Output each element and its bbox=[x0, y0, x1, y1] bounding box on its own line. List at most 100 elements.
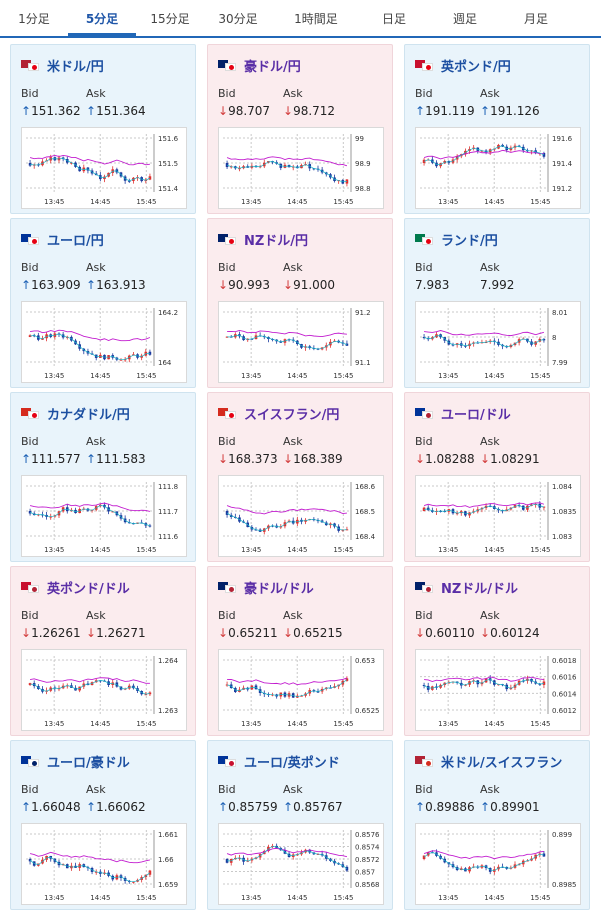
price-chart[interactable]: 151.6 151.5 151.4 13:45 14:45 15:45 bbox=[21, 127, 187, 209]
card-title[interactable]: NZドル/円 bbox=[218, 231, 309, 249]
card-title[interactable]: 米ドル/円 bbox=[21, 57, 104, 75]
pair-name[interactable]: 米ドル/スイスフラン bbox=[441, 755, 563, 771]
candle-body bbox=[148, 692, 152, 695]
trend-arrow-icon: ↓ bbox=[21, 626, 32, 640]
pair-name[interactable]: 英ポンド/ドル bbox=[47, 581, 130, 597]
rate-card[interactable]: 英ポンド/円 Bid Ask ↑191.119 ↑191.126 191.6 19… bbox=[404, 44, 590, 214]
y-tick-label: 191.2 bbox=[552, 185, 572, 193]
price-chart[interactable]: 8.01 8 7.99 13:45 14:45 15:45 bbox=[415, 301, 581, 383]
tab-5[interactable]: 日足 bbox=[381, 12, 406, 26]
y-tick-label: 0.6014 bbox=[552, 690, 577, 698]
pair-name[interactable]: 豪ドル/ドル bbox=[244, 581, 314, 597]
rate-card[interactable]: ユーロ/ドル Bid Ask ↓1.08288 ↓1.08291 1.084 1.… bbox=[404, 392, 590, 562]
rate-card[interactable]: 米ドル/円 Bid Ask ↑151.362 ↑151.364 151.6 151… bbox=[10, 44, 196, 214]
rate-card[interactable]: 豪ドル/ドル Bid Ask ↓0.65211 ↓0.65215 0.653 0.… bbox=[207, 566, 393, 736]
tab-0[interactable]: 1分足 bbox=[18, 12, 50, 26]
price-chart[interactable]: 0.899 0.8985 13:45 14:45 15:45 bbox=[415, 823, 581, 905]
y-tick-label: 1.264 bbox=[158, 657, 179, 665]
pair-name[interactable]: 豪ドル/円 bbox=[244, 59, 301, 75]
card-title[interactable]: 英ポンド/円 bbox=[415, 57, 511, 75]
tab-6[interactable]: 週足 bbox=[452, 12, 477, 26]
tab-1[interactable]: 5分足 bbox=[68, 0, 136, 36]
pair-name[interactable]: ユーロ/英ポンド bbox=[244, 755, 340, 771]
trend-arrow-icon: ↓ bbox=[415, 626, 426, 640]
rate-card[interactable]: ランド/円 Bid Ask 7.983 7.992 8.01 8 7.99 13:45… bbox=[404, 218, 590, 388]
price-chart[interactable]: 1.661 1.66 1.659 13:45 14:45 15:45 bbox=[21, 823, 187, 905]
price-chart[interactable]: 111.8 111.7 111.6 13:45 14:45 15:45 bbox=[21, 475, 187, 557]
moving-average-line bbox=[227, 330, 347, 338]
price-chart[interactable]: 99 98.9 98.8 13:45 14:45 15:45 bbox=[218, 127, 384, 209]
price-chart[interactable]: 0.6018 0.6016 0.6014 0.6012 13:45 14:45 15:45 bbox=[415, 649, 581, 731]
pair-name[interactable]: カナダドル/円 bbox=[47, 407, 130, 423]
rate-card[interactable]: 英ポンド/ドル Bid Ask ↓1.26261 ↓1.26271 1.264 1… bbox=[10, 566, 196, 736]
pair-name[interactable]: ユーロ/豪ドル bbox=[47, 755, 130, 771]
price-chart[interactable]: 91.2 91.1 13:45 14:45 15:45 bbox=[218, 301, 384, 383]
bid-label: Bid bbox=[415, 87, 433, 100]
trend-arrow-icon: ↓ bbox=[480, 452, 491, 466]
rate-card[interactable]: NZドル/円 Bid Ask ↓90.993 ↓91.000 91.2 91.1 1… bbox=[207, 218, 393, 388]
pair-name[interactable]: NZドル/ドル bbox=[441, 581, 519, 597]
card-title[interactable]: ユーロ/豪ドル bbox=[21, 753, 130, 771]
candle-body bbox=[70, 162, 73, 164]
tab-2[interactable]: 15分足 bbox=[150, 12, 190, 26]
price-chart[interactable]: 191.6 191.4 191.2 13:45 14:45 15:45 bbox=[415, 127, 581, 209]
y-tick-label: 0.8985 bbox=[552, 881, 577, 889]
ask-value: ↓0.65215 bbox=[283, 626, 343, 640]
ask-value: ↓1.08291 bbox=[480, 452, 540, 466]
candle-body bbox=[127, 180, 131, 182]
pair-name[interactable]: 米ドル/円 bbox=[47, 59, 104, 75]
rate-card[interactable]: ユーロ/豪ドル Bid Ask ↑1.66048 ↑1.66062 1.661 1… bbox=[10, 740, 196, 910]
candle-body bbox=[254, 529, 258, 531]
card-title[interactable]: スイスフラン/円 bbox=[218, 405, 340, 423]
price-chart[interactable]: 1.084 1.0835 1.083 13:45 14:45 15:45 bbox=[415, 475, 581, 557]
rate-card[interactable]: 豪ドル/円 Bid Ask ↓98.707 ↓98.712 99 98.9 98.8… bbox=[207, 44, 393, 214]
x-tick-label: 15:45 bbox=[530, 894, 550, 902]
card-title[interactable]: 豪ドル/ドル bbox=[218, 579, 314, 597]
pair-name[interactable]: ユーロ/円 bbox=[47, 233, 104, 249]
candlestick-chart: 0.899 0.8985 13:45 14:45 15:45 bbox=[420, 830, 577, 902]
tab-7[interactable]: 月足 bbox=[523, 12, 548, 26]
y-tick-label: 0.8568 bbox=[355, 881, 380, 889]
y-tick-label: 98.9 bbox=[355, 160, 371, 168]
pair-name[interactable]: NZドル/円 bbox=[244, 233, 309, 249]
card-title[interactable]: ランド/円 bbox=[415, 231, 498, 249]
ask-label: Ask bbox=[283, 261, 303, 274]
x-tick-label: 13:45 bbox=[44, 546, 64, 554]
moving-average-line bbox=[226, 847, 348, 858]
price-chart[interactable]: 164.2 164 13:45 14:45 15:45 bbox=[21, 301, 187, 383]
card-title[interactable]: 米ドル/スイスフラン bbox=[415, 753, 563, 771]
candle-body bbox=[148, 525, 152, 527]
pair-name[interactable]: 英ポンド/円 bbox=[441, 59, 511, 75]
card-title[interactable]: ユーロ/円 bbox=[21, 231, 104, 249]
pair-name[interactable]: スイスフラン/円 bbox=[244, 407, 340, 423]
card-title[interactable]: ユーロ/英ポンド bbox=[218, 753, 340, 771]
tab-3[interactable]: 30分足 bbox=[218, 12, 258, 26]
candle-body bbox=[542, 506, 546, 508]
rate-card[interactable]: 米ドル/スイスフラン Bid Ask ↑0.89886 ↑0.89901 0.8… bbox=[404, 740, 590, 910]
rate-card[interactable]: NZドル/ドル Bid Ask ↓0.60110 ↓0.60124 0.6018… bbox=[404, 566, 590, 736]
price-chart[interactable]: 0.653 0.6525 13:45 14:45 15:45 bbox=[218, 649, 384, 731]
rate-card[interactable]: スイスフラン/円 Bid Ask ↓168.373 ↓168.389 168.6… bbox=[207, 392, 393, 562]
y-tick-label: 0.6012 bbox=[552, 707, 577, 715]
tab-4[interactable]: 1時間足 bbox=[294, 12, 338, 26]
price-chart[interactable]: 1.264 1.263 13:45 14:45 15:45 bbox=[21, 649, 187, 731]
y-tick-label: 164 bbox=[158, 359, 172, 367]
price-chart[interactable]: 168.6 168.5 168.4 13:45 14:45 15:45 bbox=[218, 475, 384, 557]
x-tick-label: 14:45 bbox=[90, 894, 110, 902]
x-tick-label: 13:45 bbox=[438, 894, 458, 902]
y-tick-label: 1.263 bbox=[158, 707, 178, 715]
price-chart[interactable]: 0.8576 0.8574 0.8572 0.857 0.8568 13:45 14:45 1… bbox=[218, 823, 384, 905]
x-tick-label: 14:45 bbox=[90, 720, 110, 728]
pair-name[interactable]: ユーロ/ドル bbox=[441, 407, 511, 423]
trend-arrow-icon: ↓ bbox=[415, 452, 426, 466]
rate-card[interactable]: ユーロ/円 Bid Ask ↑163.909 ↑163.913 164.2 164… bbox=[10, 218, 196, 388]
card-title[interactable]: 英ポンド/ドル bbox=[21, 579, 130, 597]
pair-name[interactable]: ランド/円 bbox=[441, 233, 498, 249]
card-title[interactable]: NZドル/ドル bbox=[415, 579, 519, 597]
y-tick-label: 1.659 bbox=[158, 881, 178, 889]
card-title[interactable]: ユーロ/ドル bbox=[415, 405, 511, 423]
rate-card[interactable]: カナダドル/円 Bid Ask ↑111.577 ↑111.583 111.8 1… bbox=[10, 392, 196, 562]
card-title[interactable]: カナダドル/円 bbox=[21, 405, 130, 423]
rate-card[interactable]: ユーロ/英ポンド Bid Ask ↑0.85759 ↑0.85767 0.857… bbox=[207, 740, 393, 910]
card-title[interactable]: 豪ドル/円 bbox=[218, 57, 301, 75]
